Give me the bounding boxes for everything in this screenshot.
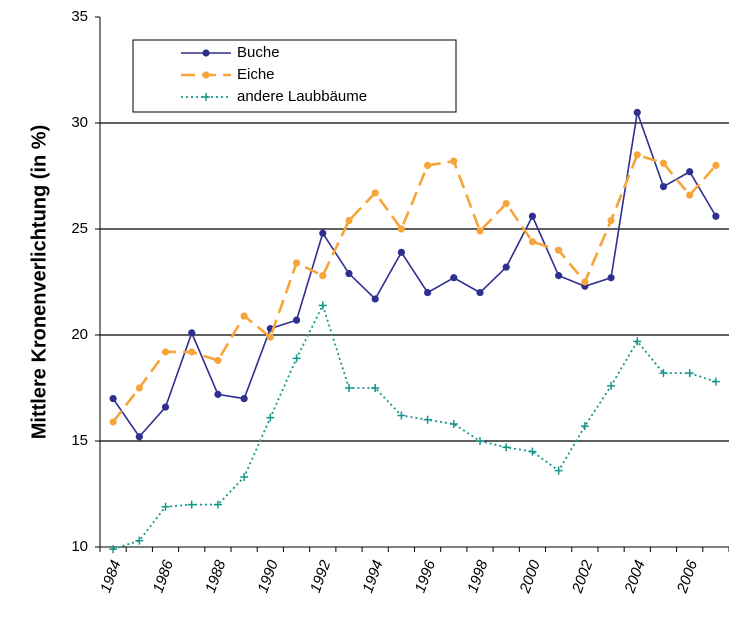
point-marker [109, 545, 118, 554]
point-marker [502, 263, 510, 271]
point-marker [397, 248, 405, 256]
point-marker [187, 500, 196, 509]
point-marker [449, 420, 458, 429]
x-tick-label: 1986 [150, 557, 178, 595]
y-axis-title: Mittlere Kronenverlichtung (in %) [28, 125, 50, 439]
point-marker [161, 403, 170, 411]
point-marker [659, 369, 668, 378]
point-marker [633, 108, 641, 116]
x-tick-label: 1988 [202, 557, 230, 595]
point-marker [397, 411, 406, 420]
legend-label: Buche [237, 44, 280, 61]
point-marker [607, 216, 615, 225]
series-line [112, 153, 717, 423]
point-marker [135, 384, 143, 392]
point-marker [502, 199, 510, 208]
series-line [112, 302, 717, 550]
y-tick-label: 15 [71, 432, 88, 449]
x-tick-label: 2002 [569, 557, 597, 596]
point-marker [607, 381, 616, 390]
point-marker [450, 274, 458, 282]
point-marker [580, 422, 589, 431]
point-marker [424, 161, 432, 169]
point-marker [476, 227, 484, 235]
point-marker [476, 437, 485, 445]
legend-label: Eiche [237, 66, 275, 83]
point-marker [240, 473, 249, 482]
point-marker [659, 183, 668, 191]
y-tick-label: 30 [71, 114, 88, 131]
point-marker [214, 390, 222, 398]
point-marker [188, 348, 196, 356]
point-marker [135, 536, 144, 545]
point-marker [555, 272, 563, 280]
point-marker [292, 354, 301, 363]
point-marker [319, 229, 327, 237]
point-marker [109, 395, 117, 403]
x-tick-label: 2006 [673, 557, 701, 596]
point-marker [202, 71, 210, 79]
point-marker [607, 274, 615, 282]
point-marker [712, 161, 720, 169]
point-marker [202, 93, 210, 101]
point-marker [214, 356, 222, 365]
y-tick-label: 35 [71, 8, 88, 25]
point-marker [554, 466, 563, 475]
point-marker [371, 295, 379, 303]
point-marker [711, 377, 720, 386]
point-marker [318, 301, 327, 310]
point-marker [555, 246, 563, 254]
point-marker [528, 238, 537, 246]
point-marker [266, 413, 275, 422]
point-marker [686, 191, 694, 199]
x-tick-label: 1998 [464, 557, 492, 595]
point-marker [202, 49, 210, 57]
legend-label: andere Laubbäume [237, 88, 367, 105]
x-tick-label: 2000 [516, 557, 544, 596]
point-marker [319, 272, 327, 280]
point-marker [240, 395, 248, 403]
point-marker [450, 157, 458, 165]
point-marker [712, 212, 720, 220]
point-marker [581, 278, 589, 286]
point-marker [109, 418, 117, 426]
point-marker [345, 269, 353, 278]
y-tick-label: 20 [71, 326, 88, 343]
y-tick-label: 25 [71, 220, 88, 237]
point-marker [266, 333, 274, 341]
point-marker [633, 151, 641, 159]
x-tick-label: 1984 [97, 558, 124, 595]
point-marker [135, 433, 143, 441]
point-marker [161, 348, 170, 356]
point-marker [424, 289, 432, 297]
point-marker [371, 384, 380, 392]
point-marker [292, 259, 301, 267]
point-marker [659, 159, 668, 167]
x-tick-label: 1994 [359, 558, 386, 595]
point-marker [397, 225, 405, 233]
y-tick-label: 10 [71, 538, 88, 555]
series-line [112, 112, 717, 439]
point-marker [345, 216, 353, 225]
point-marker [423, 415, 432, 424]
x-tick-label: 1990 [254, 557, 282, 595]
point-marker [633, 337, 642, 346]
point-marker [686, 168, 694, 176]
point-marker [502, 443, 511, 452]
point-marker [528, 447, 537, 456]
point-marker [188, 329, 196, 337]
point-marker [292, 316, 301, 324]
point-marker [476, 289, 484, 297]
x-tick-label: 2004 [621, 558, 649, 596]
point-marker [240, 312, 248, 320]
point-marker [213, 500, 222, 509]
point-marker [685, 369, 694, 378]
x-tick-label: 1992 [307, 557, 335, 595]
point-marker [344, 384, 353, 392]
point-marker [161, 502, 170, 511]
x-tick-label: 1996 [412, 557, 440, 595]
point-marker [528, 212, 537, 220]
point-marker [371, 189, 379, 197]
